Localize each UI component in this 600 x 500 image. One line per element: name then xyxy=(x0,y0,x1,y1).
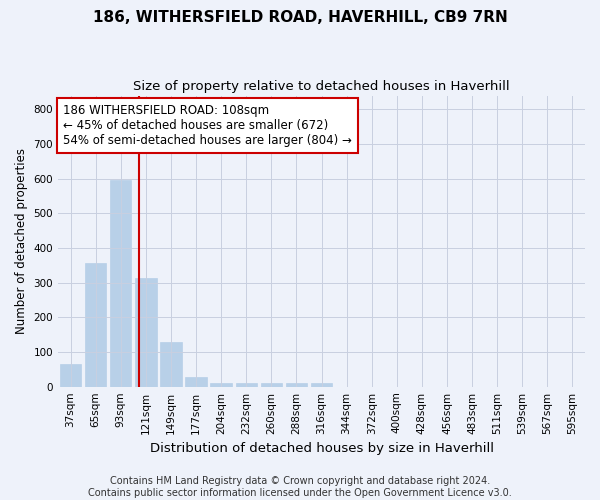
Title: Size of property relative to detached houses in Haverhill: Size of property relative to detached ho… xyxy=(133,80,510,93)
Bar xyxy=(160,342,182,386)
Text: 186, WITHERSFIELD ROAD, HAVERHILL, CB9 7RN: 186, WITHERSFIELD ROAD, HAVERHILL, CB9 7… xyxy=(92,10,508,25)
Bar xyxy=(185,377,207,386)
Text: Contains HM Land Registry data © Crown copyright and database right 2024.
Contai: Contains HM Land Registry data © Crown c… xyxy=(88,476,512,498)
X-axis label: Distribution of detached houses by size in Haverhill: Distribution of detached houses by size … xyxy=(149,442,494,455)
Bar xyxy=(211,383,232,386)
Bar xyxy=(260,383,282,386)
Y-axis label: Number of detached properties: Number of detached properties xyxy=(15,148,28,334)
Bar xyxy=(60,364,81,386)
Bar xyxy=(236,383,257,386)
Bar xyxy=(311,383,332,386)
Bar xyxy=(85,262,106,386)
Bar xyxy=(135,278,157,386)
Bar xyxy=(110,180,131,386)
Text: 186 WITHERSFIELD ROAD: 108sqm
← 45% of detached houses are smaller (672)
54% of : 186 WITHERSFIELD ROAD: 108sqm ← 45% of d… xyxy=(64,104,352,148)
Bar xyxy=(286,383,307,386)
